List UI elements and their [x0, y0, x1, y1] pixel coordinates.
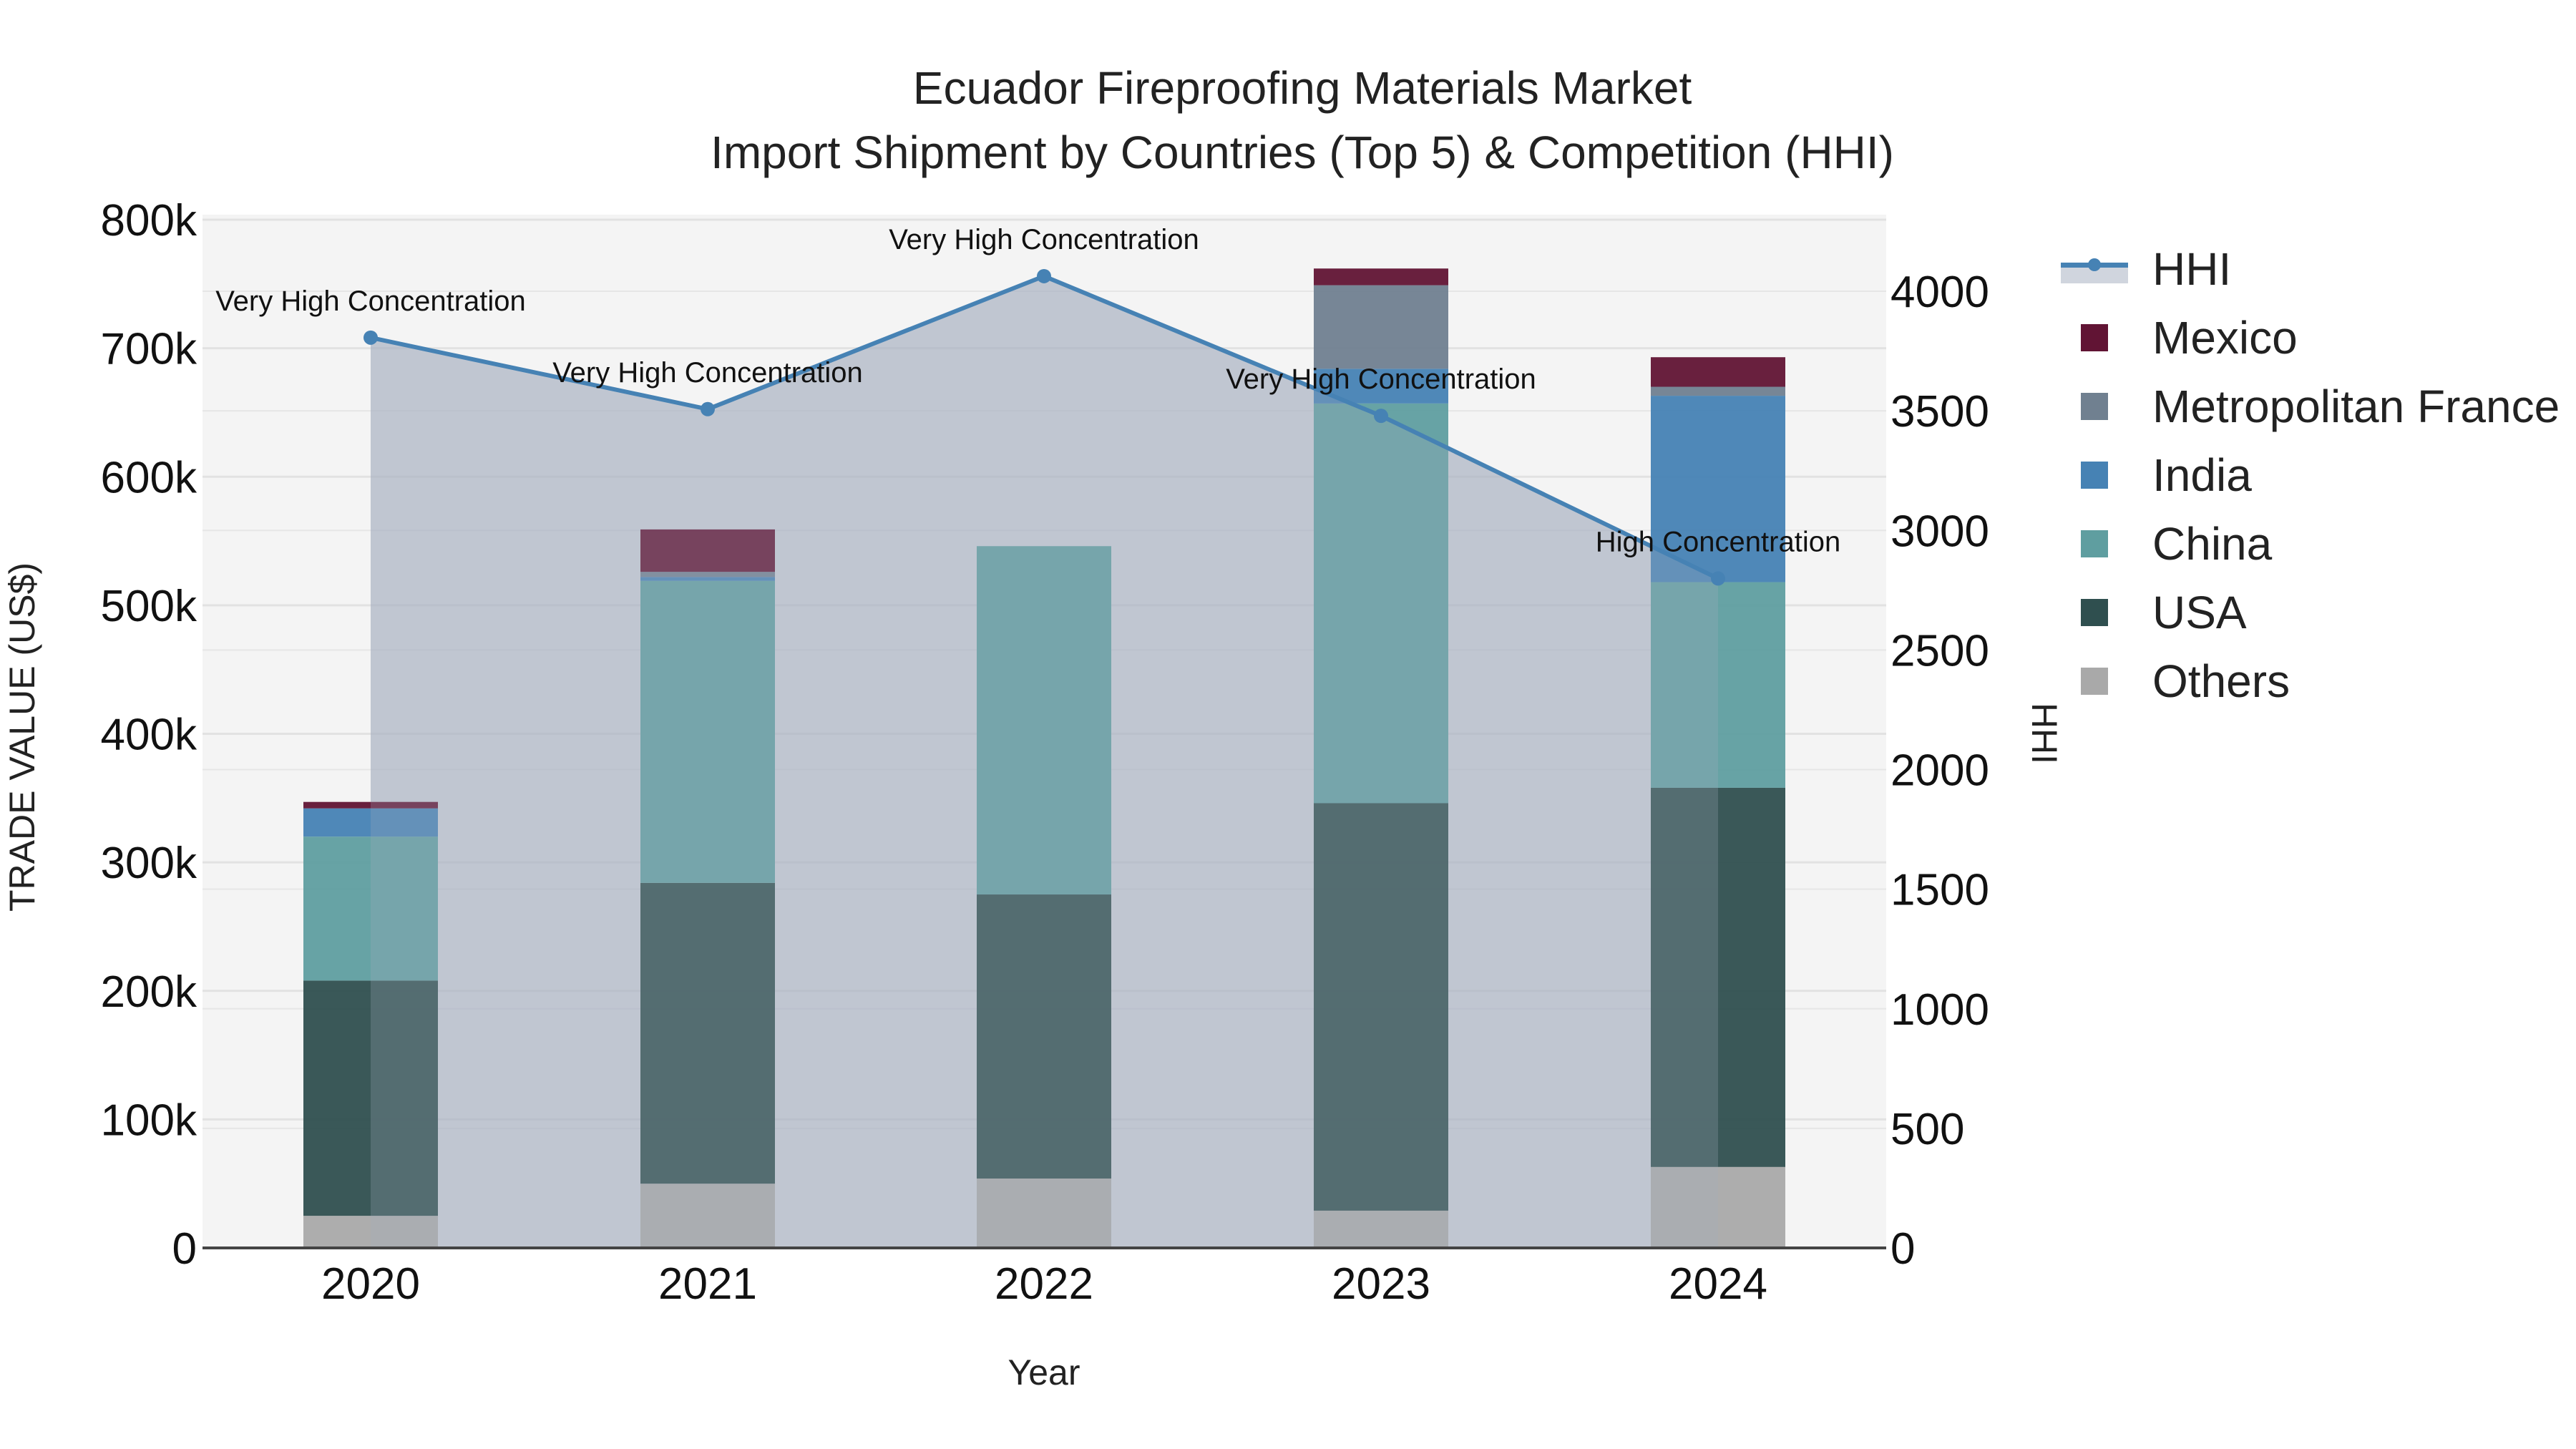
hhi-line: [364, 268, 1725, 586]
bar-segment-mexico-2021: [640, 529, 775, 572]
legend: HHI Mexico Metropolitan France India China US…: [2061, 235, 2560, 716]
x-tick-label: 2021: [658, 1259, 757, 1309]
bar-segment-others-2021: [640, 1184, 775, 1248]
legend-line-icon: [2061, 255, 2128, 283]
y-tick-label: 600k: [101, 453, 197, 502]
y-tick-label: 300k: [101, 839, 197, 888]
legend-item-india[interactable]: India: [2061, 441, 2560, 509]
legend-swatch-icon: [2081, 462, 2108, 489]
legend-item-mexico[interactable]: Mexico: [2061, 303, 2560, 372]
bar-segment-mexico-2020: [303, 801, 438, 809]
hhi-annotation: Very High Concentration: [215, 286, 526, 317]
y-tick-label: 500k: [101, 582, 197, 631]
y-tick-label: 800k: [101, 196, 197, 245]
y-axis-ticks: 0 100k 200k 300k 400k 500k 600k 700k 800k: [101, 196, 197, 1274]
y2-tick-label: 4000: [1890, 268, 1989, 317]
x-axis-ticks: 2020 2021 2022 2023 2024: [321, 1259, 1767, 1309]
hhi-annotation: Very High Concentration: [1226, 364, 1536, 395]
x-tick-label: 2023: [1332, 1259, 1430, 1309]
y2-axis-label: HHI: [2024, 703, 2064, 764]
bar-segment-metropolitan-france-2021: [640, 572, 775, 577]
y2-tick-label: 1000: [1890, 985, 1989, 1035]
bar-segment-others-2020: [303, 1216, 438, 1248]
bar-segment-usa-2023: [1314, 803, 1448, 1211]
bar-segment-usa-2020: [303, 980, 438, 1216]
bar-segment-china-2022: [977, 546, 1111, 895]
legend-item-usa[interactable]: USA: [2061, 578, 2560, 647]
bar-segment-metropolitan-france-2023: [1314, 285, 1448, 369]
stacked-bars: [303, 268, 1785, 1248]
bar-segment-mexico-2024: [1651, 357, 1785, 387]
legend-label: HHI: [2152, 243, 2232, 295]
y2-tick-label: 0: [1890, 1224, 1915, 1274]
legend-label: Mexico: [2152, 312, 2298, 364]
y-tick-label: 400k: [101, 711, 197, 760]
legend-swatch-icon: [2081, 668, 2108, 695]
bar-segment-china-2024: [1651, 582, 1785, 788]
bar-segment-others-2023: [1314, 1210, 1448, 1248]
y2-axis-ticks: 0 500 1000 1500 2000 2500 3000 3500 4000: [1890, 268, 1989, 1274]
y2-tick-label: 3500: [1890, 387, 1989, 436]
legend-label: Metropolitan France: [2152, 381, 2560, 432]
bar-segment-usa-2021: [640, 882, 775, 1184]
legend-item-china[interactable]: China: [2061, 509, 2560, 578]
legend-swatch-icon: [2081, 324, 2108, 351]
y-tick-label: 0: [172, 1224, 197, 1274]
bar-segment-others-2022: [977, 1179, 1111, 1248]
legend-label: China: [2152, 518, 2273, 570]
x-tick-label: 2020: [321, 1259, 420, 1309]
legend-swatch-icon: [2081, 599, 2108, 626]
bar-segment-metropolitan-france-2024: [1651, 386, 1785, 396]
bar-segment-china-2023: [1314, 403, 1448, 804]
chart-subtitle: Import Shipment by Countries (Top 5) & C…: [711, 127, 1894, 178]
y2-tick-label: 3000: [1890, 507, 1989, 556]
y2-tick-label: 1500: [1890, 866, 1989, 915]
x-tick-label: 2024: [1669, 1259, 1767, 1309]
bar-segment-india-2021: [640, 577, 775, 581]
x-axis-label: Year: [1008, 1352, 1080, 1392]
y-tick-label: 700k: [101, 325, 197, 374]
bar-segment-india-2024: [1651, 396, 1785, 582]
legend-item-hhi[interactable]: HHI: [2061, 235, 2560, 303]
y2-tick-label: 2500: [1890, 626, 1989, 675]
legend-item-metropolitan-france[interactable]: Metropolitan France: [2061, 372, 2560, 441]
hhi-annotation: High Concentration: [1596, 526, 1840, 557]
x-tick-label: 2022: [995, 1259, 1093, 1309]
y-tick-label: 200k: [101, 967, 197, 1017]
legend-label: Others: [2152, 655, 2290, 707]
bar-segment-usa-2022: [977, 894, 1111, 1179]
bar-segment-others-2024: [1651, 1166, 1785, 1248]
legend-item-others[interactable]: Others: [2061, 647, 2560, 716]
hhi-annotations: Very High Concentration Very High Concent…: [215, 224, 1840, 557]
y2-tick-label: 500: [1890, 1105, 1964, 1154]
hhi-annotation: Very High Concentration: [552, 357, 863, 389]
bar-segment-india-2020: [303, 808, 438, 837]
bar-segment-china-2020: [303, 836, 438, 981]
chart-title: Ecuador Fireproofing Materials Market: [913, 62, 1692, 114]
hhi-annotation: Very High Concentration: [889, 224, 1199, 255]
y-axis-label: TRADE VALUE (US$): [2, 562, 42, 912]
legend-label: USA: [2152, 587, 2247, 638]
legend-swatch-icon: [2081, 530, 2108, 557]
bar-segment-china-2021: [640, 580, 775, 883]
legend-swatch-icon: [2081, 393, 2108, 420]
y2-tick-label: 2000: [1890, 746, 1989, 796]
bar-segment-mexico-2023: [1314, 268, 1448, 286]
y-tick-label: 100k: [101, 1096, 197, 1145]
bar-segment-usa-2024: [1651, 787, 1785, 1167]
legend-label: India: [2152, 449, 2252, 501]
